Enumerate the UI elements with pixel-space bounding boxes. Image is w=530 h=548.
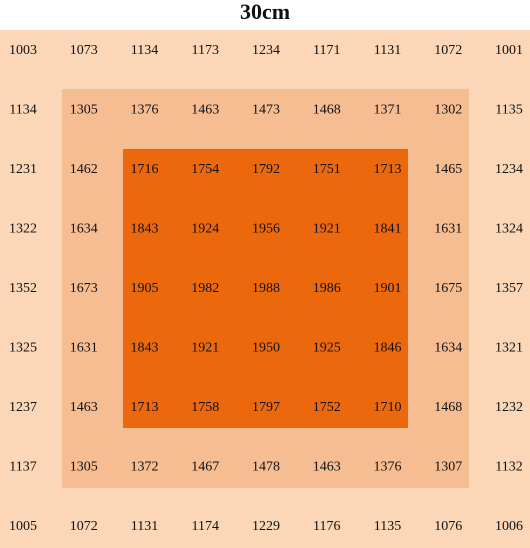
cell-value: 1462 bbox=[70, 162, 98, 177]
cell-value: 1372 bbox=[131, 460, 159, 475]
cell-value: 1713 bbox=[374, 162, 402, 177]
cell-value: 1463 bbox=[313, 460, 341, 475]
cell-value: 1234 bbox=[252, 43, 280, 58]
cell-value: 1478 bbox=[252, 460, 280, 475]
cell-value: 1232 bbox=[495, 400, 523, 415]
cell-value: 1006 bbox=[495, 519, 523, 534]
cell-value: 1357 bbox=[495, 281, 523, 296]
cell-value: 1231 bbox=[9, 162, 37, 177]
cell-value: 1710 bbox=[374, 400, 402, 415]
cell-value: 1634 bbox=[70, 222, 98, 237]
cell-value: 1371 bbox=[374, 103, 402, 118]
cell-value: 1846 bbox=[374, 341, 402, 356]
cell-value: 1076 bbox=[434, 519, 462, 534]
cell-value: 1673 bbox=[70, 281, 98, 296]
cell-value: 1132 bbox=[495, 460, 522, 475]
cell-value: 1797 bbox=[252, 400, 280, 415]
cell-value: 1072 bbox=[434, 43, 462, 58]
cell-value: 1468 bbox=[313, 103, 341, 118]
cell-value: 1986 bbox=[313, 281, 341, 296]
cell-value: 1234 bbox=[495, 162, 523, 177]
cell-value: 1752 bbox=[313, 400, 341, 415]
cell-value: 1307 bbox=[434, 460, 462, 475]
cell-value: 1352 bbox=[9, 281, 37, 296]
cell-value: 1135 bbox=[374, 519, 401, 534]
cell-value: 1305 bbox=[70, 460, 98, 475]
cell-value: 1792 bbox=[252, 162, 280, 177]
cell-value: 1171 bbox=[313, 43, 340, 58]
cell-value: 1713 bbox=[131, 400, 159, 415]
cell-value: 1321 bbox=[495, 341, 523, 356]
cell-value: 1173 bbox=[192, 43, 219, 58]
cell-value: 1176 bbox=[313, 519, 340, 534]
cell-value: 1237 bbox=[9, 400, 37, 415]
cell-value: 1134 bbox=[9, 103, 36, 118]
cell-value: 1843 bbox=[131, 222, 159, 237]
cell-value: 1137 bbox=[9, 460, 36, 475]
cell-value: 1758 bbox=[191, 400, 219, 415]
inner-zone bbox=[123, 149, 408, 428]
cell-value: 1924 bbox=[191, 222, 219, 237]
cell-value: 1134 bbox=[131, 43, 158, 58]
cell-value: 1324 bbox=[495, 222, 523, 237]
cell-value: 1174 bbox=[192, 519, 219, 534]
cell-value: 1465 bbox=[434, 162, 462, 177]
cell-value: 1631 bbox=[434, 222, 462, 237]
cell-value: 1841 bbox=[374, 222, 402, 237]
cell-value: 1131 bbox=[131, 519, 158, 534]
cell-value: 1982 bbox=[191, 281, 219, 296]
cell-value: 1302 bbox=[434, 103, 462, 118]
cell-value: 1305 bbox=[70, 103, 98, 118]
cell-value: 1005 bbox=[9, 519, 37, 534]
cell-value: 1634 bbox=[434, 341, 462, 356]
cell-value: 1003 bbox=[9, 43, 37, 58]
cell-value: 1229 bbox=[252, 519, 280, 534]
cell-value: 1325 bbox=[9, 341, 37, 356]
cell-value: 1376 bbox=[131, 103, 159, 118]
cell-value: 1950 bbox=[252, 341, 280, 356]
cell-value: 1631 bbox=[70, 341, 98, 356]
cell-value: 1905 bbox=[131, 281, 159, 296]
cell-value: 1463 bbox=[191, 103, 219, 118]
cell-value: 1001 bbox=[495, 43, 523, 58]
cell-value: 1716 bbox=[131, 162, 159, 177]
cell-value: 1073 bbox=[70, 43, 98, 58]
cell-value: 1751 bbox=[313, 162, 341, 177]
cell-value: 1468 bbox=[434, 400, 462, 415]
cell-value: 1473 bbox=[252, 103, 280, 118]
cell-value: 1135 bbox=[495, 103, 522, 118]
cell-value: 1072 bbox=[70, 519, 98, 534]
cell-value: 1754 bbox=[191, 162, 219, 177]
cell-value: 1843 bbox=[131, 341, 159, 356]
cell-value: 1376 bbox=[374, 460, 402, 475]
cell-value: 1463 bbox=[70, 400, 98, 415]
title: 30cm bbox=[240, 0, 290, 24]
cell-value: 1322 bbox=[9, 222, 37, 237]
cell-value: 1921 bbox=[313, 222, 341, 237]
cell-value: 1901 bbox=[374, 281, 402, 296]
cell-value: 1988 bbox=[252, 281, 280, 296]
cell-value: 1131 bbox=[374, 43, 401, 58]
cell-value: 1921 bbox=[191, 341, 219, 356]
cell-value: 1467 bbox=[191, 460, 219, 475]
cell-value: 1675 bbox=[434, 281, 462, 296]
cell-value: 1925 bbox=[313, 341, 341, 356]
cell-value: 1956 bbox=[252, 222, 280, 237]
